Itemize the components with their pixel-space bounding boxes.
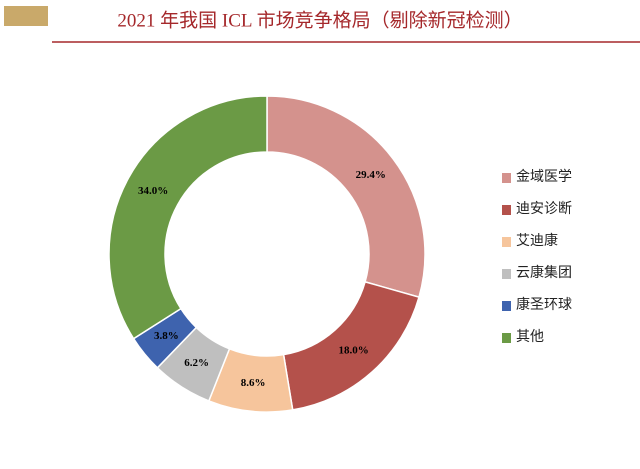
legend-label: 艾迪康	[516, 232, 558, 249]
legend-swatch	[502, 333, 511, 343]
legend-label: 康圣环球	[516, 296, 572, 313]
data-label: 6.2%	[184, 357, 209, 369]
legend-label: 金域医学	[516, 169, 572, 185]
legend-swatch	[502, 269, 511, 279]
logo	[4, 6, 48, 26]
legend-swatch	[502, 173, 511, 183]
donut-slice	[266, 95, 426, 299]
data-label: 29.4%	[356, 169, 386, 181]
legend-swatch	[502, 205, 511, 215]
legend-swatch	[502, 301, 511, 311]
data-label: 18.0%	[338, 345, 368, 357]
legend-swatch	[502, 237, 511, 247]
donut-slice	[108, 95, 268, 340]
legend-label: 迪安诊断	[516, 201, 572, 217]
chart-title: 2021 年我国 ICL 市场竞争格局（剔除新冠检测）	[117, 9, 522, 31]
data-label: 3.8%	[154, 330, 179, 342]
data-label: 8.6%	[241, 377, 266, 389]
legend-label: 其他	[516, 329, 544, 345]
legend-label: 云康集团	[516, 264, 572, 281]
data-label: 34.0%	[138, 185, 168, 197]
